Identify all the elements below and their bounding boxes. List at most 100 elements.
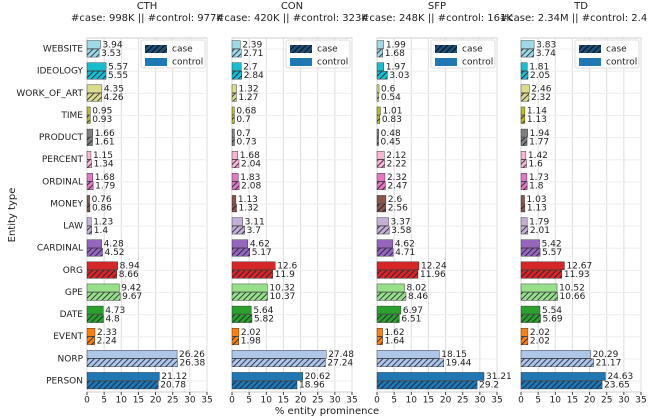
- value-label: 4.28: [104, 239, 124, 249]
- bar: [86, 159, 92, 168]
- y-tick-label: ORDINAL: [42, 177, 83, 187]
- value-label: 10.37: [270, 292, 296, 302]
- bar: [520, 48, 535, 58]
- bar: [86, 70, 107, 80]
- bar: [231, 336, 239, 345]
- bar: [520, 195, 525, 204]
- value-label: 2.02: [241, 328, 261, 338]
- value-label: 1.13: [527, 115, 547, 125]
- bar: [376, 283, 405, 293]
- bar: [376, 336, 383, 345]
- bar: [231, 40, 241, 49]
- value-label: 3.03: [389, 71, 409, 81]
- x-tick-label: 15: [278, 396, 289, 406]
- value-label: 0.68: [236, 107, 256, 117]
- plot-area: [86, 37, 208, 393]
- x-tick-label: 20: [150, 396, 162, 406]
- y-tick-label: IDEOLOGY: [37, 67, 84, 77]
- bar: [376, 261, 420, 271]
- bar: [86, 380, 159, 390]
- bar: [86, 128, 93, 138]
- value-label: 2.04: [241, 159, 261, 169]
- bar: [520, 137, 528, 146]
- bar: [376, 70, 388, 80]
- bar: [520, 350, 591, 359]
- subplot-title: CTH: [137, 1, 158, 12]
- bar: [520, 128, 528, 138]
- bar: [520, 247, 541, 257]
- value-label: 5.42: [542, 239, 562, 249]
- value-label: 26.26: [179, 350, 205, 360]
- y-tick-label: CARDINAL: [37, 244, 83, 254]
- value-label: 2.02: [530, 336, 550, 346]
- bar: [86, 350, 178, 359]
- bar: [520, 70, 529, 80]
- value-label: 3.11: [245, 217, 265, 227]
- value-label: 29.2: [479, 381, 499, 391]
- bar: [86, 247, 103, 257]
- value-label: 3.58: [391, 226, 411, 236]
- x-tick-label: 30: [184, 396, 196, 406]
- value-label: 23.65: [604, 381, 630, 391]
- value-label: 1.13: [238, 195, 258, 205]
- subplot-subtitle: #case: 420K || #control: 323K: [216, 13, 368, 24]
- value-label: 20.62: [305, 372, 331, 382]
- bar: [231, 195, 237, 204]
- y-tick-label: GPE: [65, 288, 83, 298]
- x-tick-label: 20: [584, 396, 596, 406]
- x-tick-label: 15: [567, 396, 578, 406]
- value-label: 10.52: [559, 284, 585, 294]
- value-label: 5.17: [252, 248, 272, 258]
- value-label: 0.7: [236, 129, 250, 139]
- value-label: 27.24: [327, 359, 353, 369]
- value-label: 0.54: [381, 93, 401, 103]
- value-label: 1.94: [530, 129, 550, 139]
- bar: [231, 380, 298, 390]
- value-label: 0.73: [237, 137, 257, 147]
- bar: [376, 239, 394, 248]
- plot-area: [376, 37, 498, 393]
- y-tick-label: ORG: [63, 266, 83, 276]
- bar: [86, 84, 103, 94]
- subplot-subtitle: #case: 248K || #control: 161K: [361, 13, 513, 24]
- bar: [231, 283, 268, 293]
- bar: [231, 115, 235, 124]
- x-tick-label: 10: [550, 396, 562, 406]
- legend-label: control: [172, 58, 203, 68]
- value-label: 4.62: [395, 239, 415, 249]
- bar: [86, 327, 96, 337]
- value-label: 0.7: [236, 115, 250, 125]
- subplot-subtitle: #case: 2.34M || #control: 2.47M: [500, 13, 648, 24]
- value-label: 1.14: [527, 107, 547, 117]
- bar: [376, 115, 381, 124]
- value-label: 4.52: [104, 248, 124, 258]
- value-label: 5.69: [543, 314, 563, 324]
- value-label: 5.57: [542, 248, 562, 258]
- bar: [86, 292, 121, 301]
- value-label: 2.32: [531, 93, 551, 103]
- legend-label: control: [462, 58, 493, 68]
- value-label: 1.23: [93, 217, 113, 227]
- value-label: 4.8: [105, 314, 120, 324]
- bar: [520, 327, 529, 337]
- value-label: 1.99: [386, 40, 406, 50]
- bar: [376, 106, 381, 116]
- value-label: 11.9: [275, 270, 295, 280]
- value-label: 18.15: [441, 350, 467, 360]
- legend-swatch: [579, 45, 601, 53]
- value-label: 2.22: [387, 159, 407, 169]
- x-tick-label: 35: [635, 396, 646, 406]
- bar: [376, 305, 402, 315]
- legend-swatch: [435, 45, 457, 53]
- bar: [520, 225, 529, 235]
- value-label: 2.33: [97, 328, 117, 338]
- y-tick-label: WEBSITE: [43, 45, 83, 55]
- bar: [520, 62, 528, 71]
- y-tick-label: LAW: [63, 222, 83, 232]
- value-label: 2.02: [530, 328, 550, 338]
- bar: [520, 203, 526, 213]
- value-label: 0.45: [381, 137, 401, 147]
- bar: [231, 305, 252, 315]
- x-tick-label: 30: [618, 396, 630, 406]
- legend-swatch: [145, 58, 167, 66]
